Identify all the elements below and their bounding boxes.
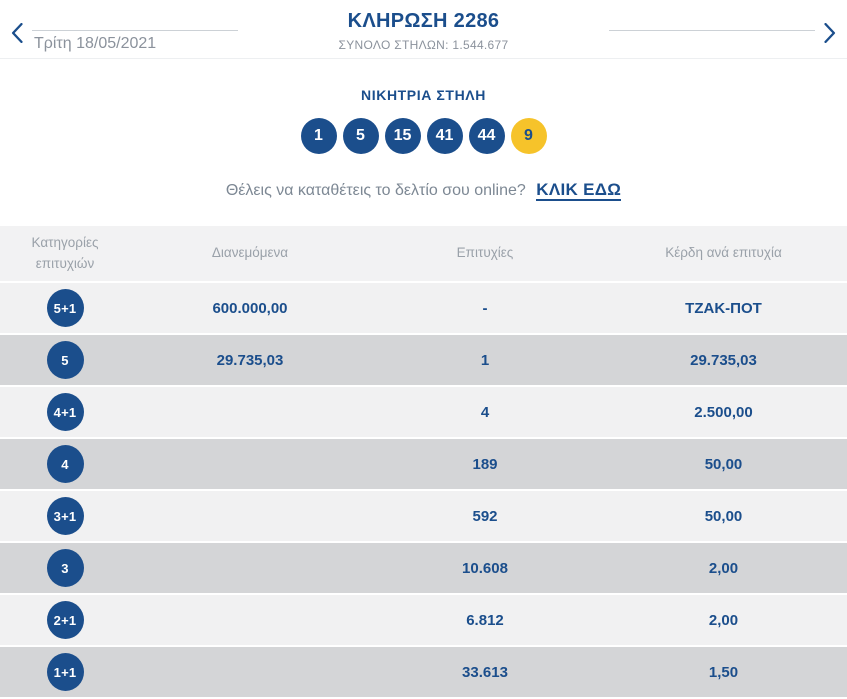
table-row: 5 29.735,03 1 29.735,03 <box>0 335 847 385</box>
prize-cell: 2,00 <box>600 543 847 593</box>
online-prompt: Θέλεις να καταθέτεις το δελτίο σου onlin… <box>0 180 847 201</box>
winning-number-ball: 1 <box>300 118 337 154</box>
winning-column-label: ΝΙΚΗΤΡΙΑ ΣΤΗΛΗ <box>361 87 486 103</box>
distributed-cell <box>130 647 370 697</box>
distributed-cell <box>130 387 370 437</box>
draw-date: Τρίτη 18/05/2021 <box>34 35 157 52</box>
table-row: 2+1 6.812 2,00 <box>0 595 847 645</box>
prize-cell: ΤΖΑΚ-ΠΟΤ <box>600 283 847 333</box>
prize-cell: 2,00 <box>600 595 847 645</box>
prize-cell: 2.500,00 <box>600 387 847 437</box>
distributed-cell <box>130 543 370 593</box>
distributed-cell: 29.735,03 <box>130 335 370 385</box>
category-badge: 3 <box>46 549 84 587</box>
winning-number-ball: 5 <box>342 118 379 154</box>
distributed-cell: 600.000,00 <box>130 283 370 333</box>
winning-column-section: ΝΙΚΗΤΡΙΑ ΣΤΗΛΗ 1 5 15 41 44 9 <box>0 87 847 154</box>
winners-cell: 33.613 <box>370 647 600 697</box>
category-badge: 4+1 <box>46 393 84 431</box>
prize-cell: 29.735,03 <box>600 335 847 385</box>
divider-line <box>609 30 815 31</box>
distributed-cell <box>130 439 370 489</box>
winners-cell: 6.812 <box>370 595 600 645</box>
category-badge: 5 <box>46 341 84 379</box>
winners-cell: 1 <box>370 335 600 385</box>
column-header-distributed: Διανεμόμενα <box>130 226 370 281</box>
winners-cell: 4 <box>370 387 600 437</box>
draw-header: Τρίτη 18/05/2021 ΚΛΗΡΩΣΗ 2286 ΣΥΝΟΛΟ ΣΤΗ… <box>0 0 847 59</box>
table-row: 5+1 600.000,00 - ΤΖΑΚ-ΠΟΤ <box>0 283 847 333</box>
winners-cell: 592 <box>370 491 600 541</box>
category-badge: 5+1 <box>46 289 84 327</box>
results-table: Κατηγορίες επιτυχιών Διανεμόμενα Επιτυχί… <box>0 224 847 699</box>
divider-line <box>32 30 238 31</box>
chevron-right-icon <box>824 22 836 46</box>
prize-cell: 50,00 <box>600 439 847 489</box>
category-badge: 4 <box>46 445 84 483</box>
prize-cell: 1,50 <box>600 647 847 697</box>
table-row: 3+1 592 50,00 <box>0 491 847 541</box>
draw-title-block: ΚΛΗΡΩΣΗ 2286 ΣΥΝΟΛΟ ΣΤΗΛΩΝ: 1.544.677 <box>316 0 531 52</box>
draw-title: ΚΛΗΡΩΣΗ 2286 <box>347 10 500 32</box>
winning-number-ball: 44 <box>468 118 505 154</box>
winning-number-ball: 41 <box>426 118 463 154</box>
category-badge: 3+1 <box>46 497 84 535</box>
winning-numbers: 1 5 15 41 44 9 <box>0 118 847 154</box>
table-row: 3 10.608 2,00 <box>0 543 847 593</box>
next-draw-button[interactable] <box>819 16 841 52</box>
bonus-number-ball: 9 <box>510 118 547 154</box>
click-here-link[interactable]: ΚΛΙΚ ΕΔΩ <box>536 180 622 201</box>
previous-draw-button[interactable] <box>6 16 28 52</box>
header-right-rule <box>531 0 819 58</box>
header-left-rule: Τρίτη 18/05/2021 <box>28 0 316 58</box>
category-badge: 1+1 <box>46 653 84 691</box>
online-prompt-text: Θέλεις να καταθέτεις το δελτίο σου onlin… <box>225 182 526 199</box>
winners-cell: 10.608 <box>370 543 600 593</box>
distributed-cell <box>130 491 370 541</box>
prize-cell: 50,00 <box>600 491 847 541</box>
table-row: 1+1 33.613 1,50 <box>0 647 847 697</box>
distributed-cell <box>130 595 370 645</box>
winners-cell: - <box>370 283 600 333</box>
table-header-row: Κατηγορίες επιτυχιών Διανεμόμενα Επιτυχί… <box>0 226 847 281</box>
columns-total: ΣΥΝΟΛΟ ΣΤΗΛΩΝ: 1.544.677 <box>338 38 509 52</box>
chevron-left-icon <box>11 22 23 46</box>
column-header-winners: Επιτυχίες <box>370 226 600 281</box>
table-row: 4 189 50,00 <box>0 439 847 489</box>
column-header-prize: Κέρδη ανά επιτυχία <box>600 226 847 281</box>
column-header-categories: Κατηγορίες επιτυχιών <box>0 226 130 281</box>
winning-number-ball: 15 <box>384 118 421 154</box>
winners-cell: 189 <box>370 439 600 489</box>
table-row: 4+1 4 2.500,00 <box>0 387 847 437</box>
category-badge: 2+1 <box>46 601 84 639</box>
